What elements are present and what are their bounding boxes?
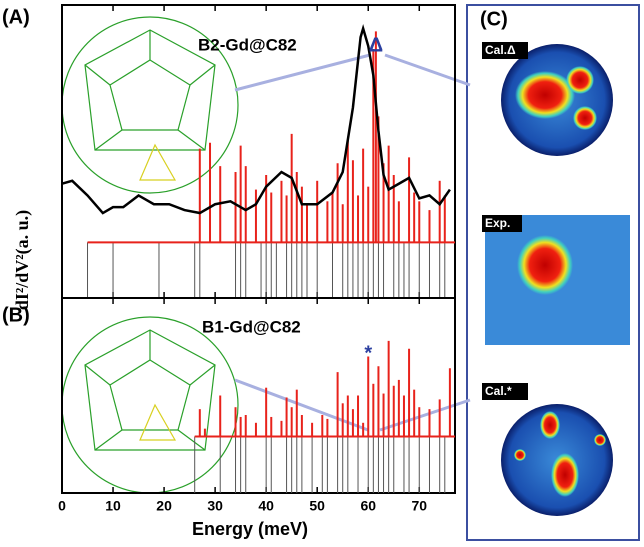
stm-image (485, 215, 630, 345)
molecule (61, 316, 239, 494)
y-axis-label: dI²/dV²(a. u.) (12, 210, 33, 310)
x-tick-label: 0 (58, 498, 66, 514)
panel-c-frame (466, 4, 640, 541)
x-tick-label: 60 (360, 498, 376, 514)
panel-label: (B) (2, 304, 30, 326)
image-label: Cal.Δ (485, 43, 516, 57)
stm-image (501, 404, 613, 516)
x-axis-label: Energy (meV) (192, 519, 308, 539)
image-label: Cal.* (485, 384, 512, 398)
x-tick-label: 30 (207, 498, 223, 514)
x-tick-label: 50 (309, 498, 325, 514)
molecule-label: B1-Gd@C82 (202, 317, 301, 336)
molecule-label: B2-Gd@C82 (198, 35, 297, 54)
x-tick-label: 70 (411, 498, 427, 514)
image-label: Exp. (485, 216, 510, 230)
peak-marker: * (364, 342, 372, 364)
image-labels: Cal.Δ Exp. Cal.* (482, 42, 528, 400)
curve (61, 23, 451, 215)
peak-marker: Δ (369, 34, 383, 56)
panel-label: (C) (480, 8, 508, 30)
x-tick-label: 20 (156, 498, 172, 514)
x-tick-label: 10 (105, 498, 121, 514)
x-tick-label: 40 (258, 498, 274, 514)
panel-label: (A) (2, 6, 30, 28)
plot-frame (61, 297, 456, 494)
stm-image (501, 44, 613, 156)
